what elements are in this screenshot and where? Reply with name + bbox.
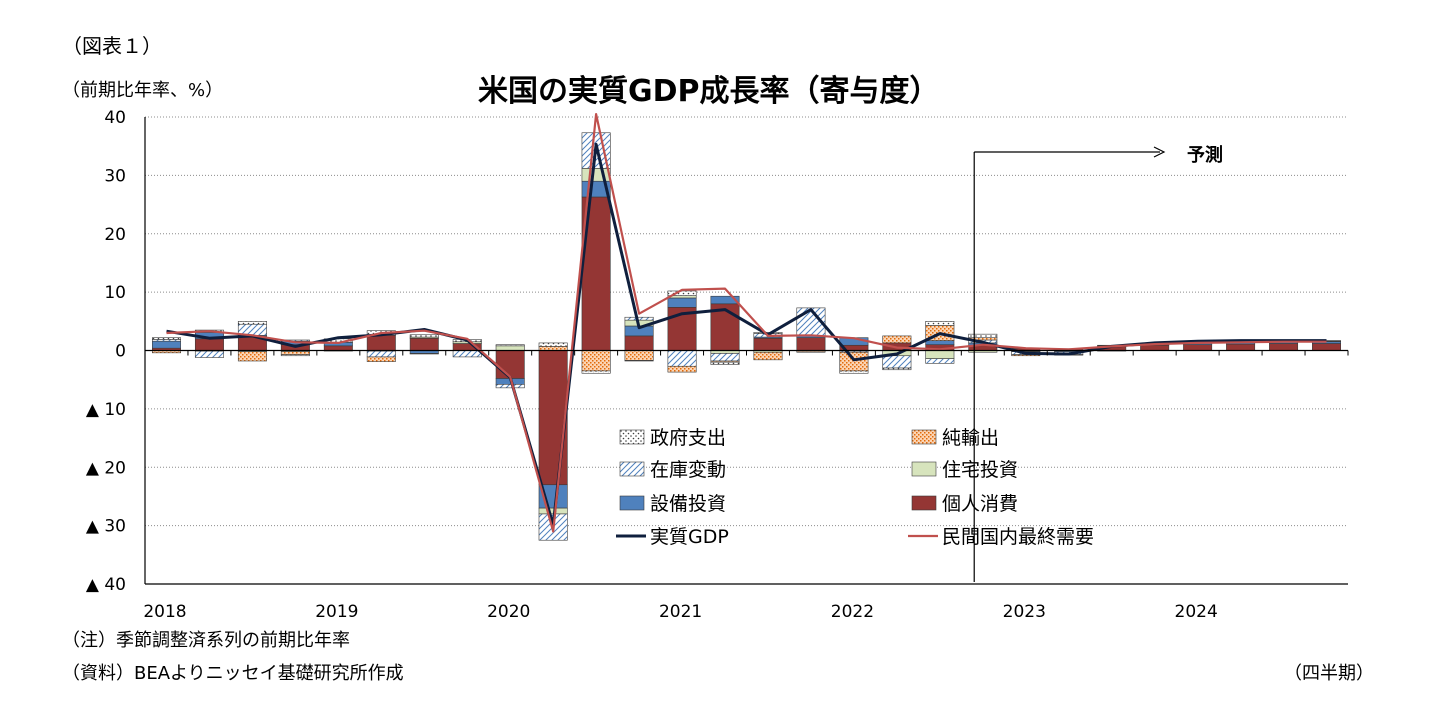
bar xyxy=(624,360,654,362)
y-tick-label: ▲ 30 xyxy=(86,517,126,537)
forecast-label: 予測 xyxy=(1187,144,1223,166)
bar xyxy=(495,384,525,389)
y-tick-label: 30 xyxy=(104,166,126,186)
y-tick-label: 40 xyxy=(104,108,126,128)
bar xyxy=(495,350,525,379)
note: （注）季節調整済系列の前期比年率 xyxy=(62,630,350,651)
bar xyxy=(1140,344,1170,351)
bar xyxy=(538,342,568,347)
bar xyxy=(882,335,912,344)
bar xyxy=(925,321,955,326)
bar xyxy=(581,370,611,374)
bar xyxy=(796,337,826,351)
bar xyxy=(1312,343,1341,351)
bar xyxy=(667,350,697,367)
legend-swatch xyxy=(619,429,645,445)
legend-label: 民間国内最終需要 xyxy=(942,526,1094,548)
bar xyxy=(152,337,181,340)
bar xyxy=(280,354,310,357)
y-tick-label: 10 xyxy=(104,283,126,303)
bar xyxy=(624,350,654,361)
y-tick-label: 0 xyxy=(115,342,126,362)
x-year-label: 2024 xyxy=(1175,602,1218,622)
bar xyxy=(710,361,740,365)
bar xyxy=(409,337,439,351)
bar xyxy=(710,295,740,305)
legend-label: 政府支出 xyxy=(650,427,726,449)
legend-swatch xyxy=(911,461,937,477)
legend-label: 住宅投資 xyxy=(942,459,1018,481)
bar xyxy=(452,350,482,358)
x-year-label: 2020 xyxy=(487,602,530,622)
bar xyxy=(280,351,310,355)
legend-swatch xyxy=(619,495,645,511)
period-label: （四半期） xyxy=(1284,663,1374,684)
x-year-label: 2022 xyxy=(831,602,874,622)
bar xyxy=(796,350,826,353)
bar xyxy=(323,345,353,351)
unit-label: （前期比年率、%） xyxy=(62,80,224,101)
legend-swatch xyxy=(619,461,645,477)
bar xyxy=(839,351,869,372)
bar xyxy=(925,340,955,345)
x-year-label: 2021 xyxy=(659,602,702,622)
bar xyxy=(882,355,912,369)
bar xyxy=(1226,343,1256,351)
source: （資料）BEAよりニッセイ基礎研究所作成 xyxy=(62,663,404,684)
bar xyxy=(194,350,224,358)
legend-swatch xyxy=(911,495,937,511)
bar xyxy=(538,346,568,351)
y-tick-label: ▲ 40 xyxy=(86,575,126,595)
bar xyxy=(839,370,869,374)
bar xyxy=(882,367,912,371)
bar xyxy=(409,353,439,355)
bar xyxy=(152,340,181,349)
legend-label: 設備投資 xyxy=(650,493,726,515)
bar xyxy=(925,350,955,359)
bar xyxy=(667,297,697,308)
bar xyxy=(194,338,224,351)
bar xyxy=(581,168,611,182)
bar xyxy=(1269,343,1299,351)
bar xyxy=(624,316,654,321)
bar xyxy=(538,350,568,486)
bar xyxy=(710,353,740,362)
x-year-label: 2018 xyxy=(143,602,186,622)
bar xyxy=(753,337,783,351)
forecast-arrow-head xyxy=(1153,146,1166,158)
chart-title: 米国の実質GDP成長率（寄与度） xyxy=(478,74,940,109)
bar xyxy=(366,335,396,351)
y-tick-label: ▲ 10 xyxy=(86,400,126,420)
legend-label: 実質GDP xyxy=(650,526,729,548)
bar xyxy=(237,351,267,362)
bar xyxy=(667,365,697,373)
bar xyxy=(753,351,783,361)
legend-label: 個人消費 xyxy=(942,493,1018,515)
y-tick-label: 20 xyxy=(104,225,126,245)
bar xyxy=(237,321,267,325)
line-real-gdp xyxy=(166,142,1327,527)
bar xyxy=(581,350,611,372)
bar xyxy=(366,350,396,358)
bar xyxy=(925,358,955,364)
bar xyxy=(624,335,654,351)
bar xyxy=(409,334,439,338)
bar xyxy=(968,333,998,338)
x-year-label: 2019 xyxy=(315,602,358,622)
y-tick-label: ▲ 20 xyxy=(86,458,126,478)
bar xyxy=(366,356,396,362)
legend-swatch xyxy=(911,429,937,445)
line-private-demand xyxy=(166,112,1327,533)
bar xyxy=(495,345,525,351)
bar xyxy=(1183,344,1213,351)
legend-label: 在庫変動 xyxy=(650,459,726,481)
legend-label: 純輸出 xyxy=(942,427,999,449)
figure-label: （図表１） xyxy=(62,34,162,58)
x-year-label: 2023 xyxy=(1003,602,1046,622)
bar xyxy=(495,344,525,347)
